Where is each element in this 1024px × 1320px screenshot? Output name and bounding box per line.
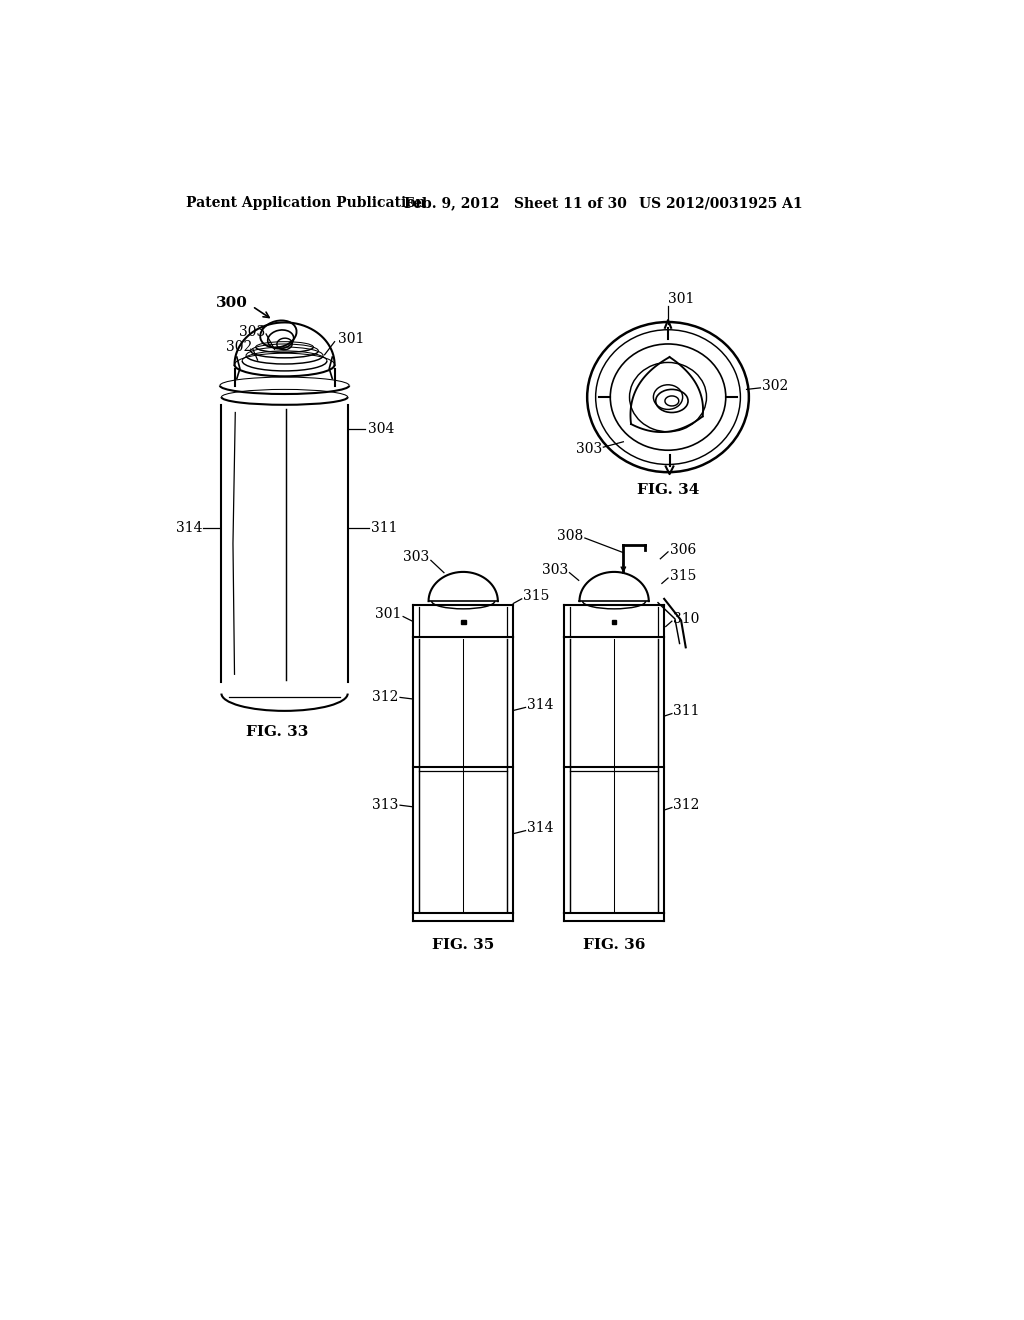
Text: Feb. 9, 2012   Sheet 11 of 30: Feb. 9, 2012 Sheet 11 of 30: [403, 197, 627, 210]
Text: 303: 303: [403, 550, 429, 564]
Text: 303: 303: [239, 325, 265, 339]
Text: 312: 312: [674, 799, 699, 812]
Text: 315: 315: [523, 589, 550, 603]
Text: FIG. 33: FIG. 33: [246, 725, 308, 739]
Text: 308: 308: [557, 529, 584, 543]
Bar: [461, 620, 466, 624]
Bar: [611, 620, 616, 624]
Text: 304: 304: [368, 422, 394, 437]
Text: 314: 314: [527, 698, 554, 711]
Text: 301: 301: [339, 333, 365, 346]
Text: 315: 315: [670, 569, 696, 582]
Text: 303: 303: [542, 564, 568, 577]
Text: 302: 302: [762, 379, 788, 392]
Text: FIG. 35: FIG. 35: [432, 939, 495, 952]
Text: FIG. 34: FIG. 34: [637, 483, 699, 496]
Text: 310: 310: [674, 612, 699, 626]
Text: 303: 303: [577, 442, 602, 457]
Text: 314: 314: [527, 821, 554, 836]
Text: 314: 314: [176, 521, 202, 535]
Text: 311: 311: [371, 521, 397, 535]
Text: US 2012/0031925 A1: US 2012/0031925 A1: [639, 197, 803, 210]
Text: 301: 301: [375, 607, 401, 622]
Text: FIG. 36: FIG. 36: [583, 939, 645, 952]
Text: 306: 306: [670, 543, 696, 557]
Text: 311: 311: [674, 705, 700, 718]
Text: 300: 300: [216, 296, 248, 310]
Text: Patent Application Publication: Patent Application Publication: [186, 197, 426, 210]
Text: 313: 313: [372, 799, 398, 812]
Text: 302: 302: [226, 341, 252, 354]
Text: 301: 301: [668, 292, 694, 305]
Text: 312: 312: [372, 690, 398, 705]
